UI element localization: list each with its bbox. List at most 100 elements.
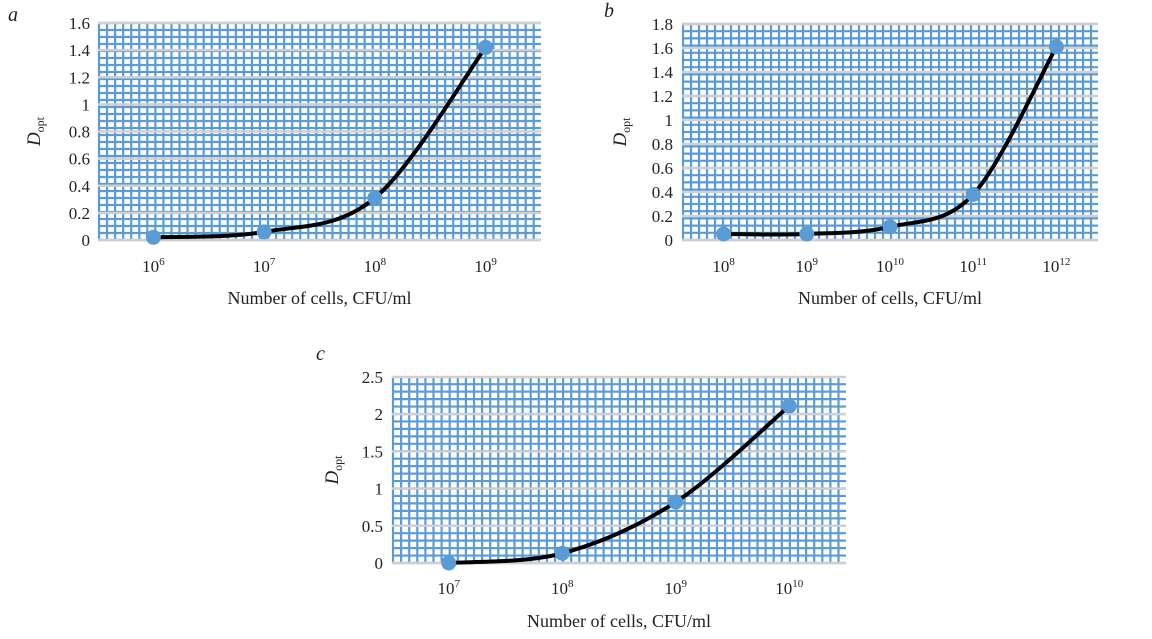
x-tick-label: 109 <box>474 256 497 276</box>
x-tick-label: 1010 <box>775 578 804 598</box>
data-point <box>668 494 684 510</box>
x-tick-label: 1012 <box>1042 256 1070 276</box>
y-tick-label: 0.4 <box>69 177 91 196</box>
x-tick-label: 107 <box>253 256 276 276</box>
panel-label: c <box>316 343 325 365</box>
y-tick-label: 1 <box>665 111 674 130</box>
y-tick-label: 2.5 <box>362 368 383 387</box>
x-tick-base: 10 <box>712 257 729 276</box>
y-tick-label: 0.8 <box>69 123 90 142</box>
panel-label: a <box>8 4 18 26</box>
x-tick-label: 108 <box>364 256 387 276</box>
data-point <box>781 398 797 414</box>
y-axis-label-subscript: opt <box>619 117 633 133</box>
data-point <box>554 545 570 561</box>
y-axis-label-subscript: opt <box>331 455 345 471</box>
data-point <box>716 226 732 242</box>
data-point <box>256 224 272 240</box>
y-tick-label: 1.8 <box>652 15 673 34</box>
x-tick-label: 1010 <box>876 256 905 276</box>
y-axis-label: Dopt <box>322 455 345 486</box>
x-tick-label: 108 <box>712 256 735 276</box>
x-tick-exponent: 8 <box>381 256 387 268</box>
data-point <box>1048 39 1064 55</box>
series-line <box>446 404 792 565</box>
x-tick-exponent: 10 <box>792 578 804 590</box>
x-tick-base: 10 <box>665 579 682 598</box>
y-tick-label: 1.4 <box>69 41 91 60</box>
x-tick-label: 106 <box>142 256 165 276</box>
series-line <box>721 44 1059 237</box>
y-tick-label: 1.6 <box>69 14 90 33</box>
y-tick-label: 1.2 <box>69 68 90 87</box>
x-tick-exponent: 11 <box>976 256 987 268</box>
x-tick-label: 107 <box>438 578 461 598</box>
y-axis-label-subscript: opt <box>33 116 47 132</box>
y-axis-label-main: D <box>24 132 45 147</box>
x-axis-label: Number of cells, CFU/ml <box>798 288 982 308</box>
x-tick-base: 10 <box>364 257 381 276</box>
x-tick-exponent: 7 <box>270 256 276 268</box>
y-tick-label: 0.4 <box>652 183 674 202</box>
panel-label: b <box>604 0 614 22</box>
x-tick-base: 10 <box>1042 257 1059 276</box>
data-point <box>145 229 161 245</box>
x-tick-label: 109 <box>796 256 819 276</box>
minor-grid <box>681 22 1098 242</box>
x-tick-exponent: 12 <box>1059 256 1070 268</box>
y-tick-label: 0 <box>82 231 91 250</box>
y-tick-label: 1 <box>375 480 384 499</box>
y-tick-label: 0 <box>665 231 674 250</box>
x-tick-base: 10 <box>474 257 491 276</box>
data-point <box>367 190 383 206</box>
data-point <box>478 39 494 55</box>
x-tick-exponent: 9 <box>491 256 497 268</box>
x-tick-base: 10 <box>796 257 813 276</box>
series-line <box>151 45 488 240</box>
y-axis-label: Dopt <box>610 117 633 148</box>
data-point <box>965 186 981 202</box>
x-tick-base: 10 <box>253 257 270 276</box>
y-tick-label: 0.6 <box>652 159 673 178</box>
y-tick-label: 1.5 <box>362 442 383 461</box>
x-tick-base: 10 <box>438 579 455 598</box>
y-tick-label: 0.5 <box>362 517 383 536</box>
x-tick-exponent: 8 <box>568 578 574 590</box>
x-tick-exponent: 8 <box>729 256 735 268</box>
y-tick-label: 0 <box>375 554 384 573</box>
x-axis-label: Number of cells, CFU/ml <box>527 611 711 631</box>
x-tick-exponent: 6 <box>159 256 165 268</box>
y-tick-label: 2 <box>375 405 384 424</box>
minor-grid <box>391 377 846 565</box>
y-tick-label: 0.8 <box>652 135 673 154</box>
x-tick-label: 108 <box>551 578 574 598</box>
data-point <box>882 219 898 235</box>
x-tick-base: 10 <box>775 579 792 598</box>
x-tick-exponent: 9 <box>682 578 688 590</box>
y-tick-label: 0.2 <box>652 207 673 226</box>
y-tick-label: 1.4 <box>652 63 674 82</box>
x-tick-exponent: 10 <box>893 256 905 268</box>
y-axis-label-main: D <box>610 133 631 148</box>
y-tick-label: 0.6 <box>69 150 90 169</box>
y-tick-label: 1 <box>82 95 91 114</box>
x-tick-exponent: 7 <box>455 578 461 590</box>
x-tick-exponent: 9 <box>813 256 819 268</box>
x-tick-label: 1011 <box>959 256 987 276</box>
data-point <box>799 226 815 242</box>
data-point <box>441 555 457 571</box>
y-tick-label: 1.6 <box>652 39 673 58</box>
x-tick-label: 109 <box>665 578 688 598</box>
x-tick-base: 10 <box>876 257 893 276</box>
y-tick-label: 1.2 <box>652 87 673 106</box>
x-tick-base: 10 <box>959 257 976 276</box>
x-tick-base: 10 <box>551 579 568 598</box>
x-tick-base: 10 <box>142 257 159 276</box>
y-axis-label: Dopt <box>24 116 47 147</box>
y-axis-label-main: D <box>322 471 343 486</box>
y-tick-label: 0.2 <box>69 204 90 223</box>
